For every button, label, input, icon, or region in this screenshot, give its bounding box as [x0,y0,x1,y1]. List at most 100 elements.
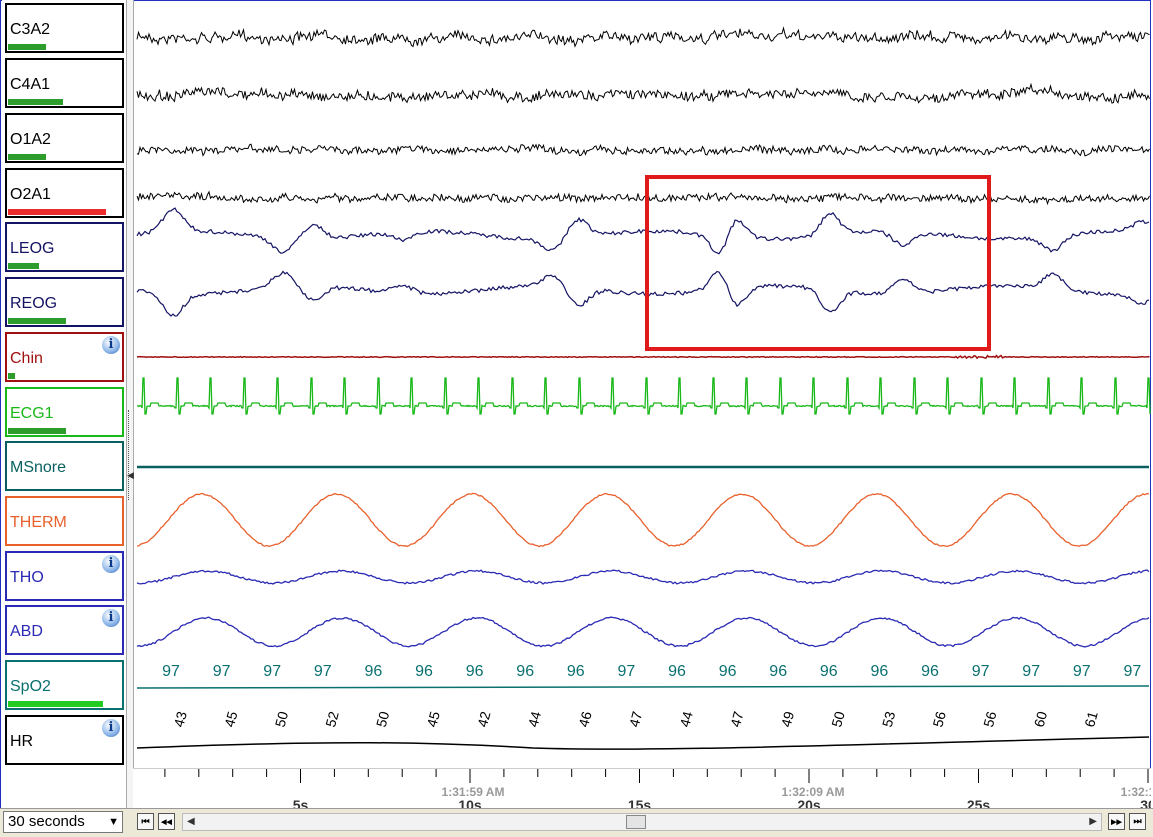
channel-label-therm[interactable]: THERM [5,496,124,546]
hr-value: 49 [778,709,798,728]
spo2-value: 96 [365,663,383,680]
bottom-toolbar: 30 seconds ▼ ⏮ ◀◀ ◀ ▶ ▶▶ ⏭ [0,808,1153,837]
channel-name: THO [10,569,44,586]
channel-label-o1a2[interactable]: O1A2 [5,113,124,163]
fast-forward-icon: ▶▶ [1111,819,1122,826]
waveform-canvas: 97 97 97 97 96 96 96 96 96 97 96 96 96 96 96 96 97 97 97 97… [136,26,1151,750]
info-icon[interactable]: i [102,555,120,573]
spo2-value: 97 [263,663,281,680]
signal-level-bar [8,428,66,434]
rewind-icon: ◀◀ [161,819,172,826]
time-label-clock: 1:32:09 AM [782,785,845,799]
spo2-value: 97 [162,663,180,680]
spo2-value: 97 [1022,663,1040,680]
splitter-grip[interactable] [128,410,132,500]
signal-level-bar [8,99,63,105]
skip-last-icon: ⏭ [1133,816,1142,826]
channel-name: C4A1 [10,76,51,93]
trace-therm [136,492,1150,548]
time-axis: 5s10s15s20s25s301:31:59 AM1:32:09 AM1:32… [133,768,1151,813]
time-label-clock: 1:31:59 AM [442,785,505,799]
first-page-button[interactable]: ⏮ [137,813,154,830]
hr-value: 44 [525,709,545,728]
hr-value: 53 [879,709,899,728]
channel-label-hr[interactable]: HR i [5,715,124,765]
epoch-length-value: 30 seconds [8,813,85,830]
hr-value: 50 [828,709,848,728]
scrollbar-thumb[interactable] [626,815,646,829]
chevron-down-icon: ▼ [108,816,119,828]
trace-spo2 [136,685,1150,689]
hr-value: 45 [221,709,241,728]
trace-chin [136,354,1150,360]
channel-label-leog[interactable]: LEOG [5,222,124,272]
spo2-value: 97 [1124,663,1142,680]
channel-label-msnore[interactable]: MSnore [5,441,124,491]
waveform-area: 97 97 97 97 96 96 96 96 96 97 96 96 96 96 96 96 97 97 97 97… [133,0,1151,768]
splitter-arrow-icon[interactable]: ◀ [127,470,134,480]
spo2-value: 96 [871,663,889,680]
channel-label-panel: C3A2 C4A1 O1A2 O2A1 LEOG REOG Chin i ECG1 MSnore T… [2,0,126,836]
previous-page-button[interactable]: ◀◀ [158,813,175,830]
hr-value: 47 [626,709,646,728]
time-label-clock: 1:32:1 [1121,785,1151,799]
channel-name: Chin [10,350,43,367]
channel-name: REOG [10,295,58,312]
channel-label-tho[interactable]: THO i [5,551,124,601]
next-page-button[interactable]: ▶▶ [1108,813,1125,830]
spo2-value: 96 [516,663,534,680]
signal-level-bar [8,154,46,160]
hr-value: 52 [322,709,342,728]
spo2-value: 97 [213,663,231,680]
trace-c3a2 [136,26,1150,48]
signal-level-bar [8,209,106,215]
channel-label-ecg1[interactable]: ECG1 [5,387,124,437]
info-icon[interactable]: i [102,719,120,737]
signal-level-bar [8,701,103,707]
panel-splitter[interactable]: ◀ [126,0,134,810]
channel-label-abd[interactable]: ABD i [5,605,124,655]
hr-value: 42 [474,709,494,728]
spo2-value: 96 [567,663,585,680]
skip-first-icon: ⏮ [141,816,150,826]
signal-level-bar [8,44,46,50]
hr-value: 47 [727,709,747,728]
channel-label-c3a2[interactable]: C3A2 [5,3,124,53]
channel-name: O2A1 [10,186,51,203]
channel-name: ECG1 [10,405,54,422]
scroll-right-icon[interactable]: ▶ [1089,816,1097,827]
info-icon[interactable]: i [102,609,120,627]
spo2-value: 96 [769,663,787,680]
epoch-length-select[interactable]: 30 seconds ▼ [3,811,123,833]
info-icon[interactable]: i [102,336,120,354]
channel-label-c4a1[interactable]: C4A1 [5,58,124,108]
channel-label-spo2[interactable]: SpO2 [5,660,124,710]
spo2-value: 96 [921,663,939,680]
channel-label-reog[interactable]: REOG [5,277,124,327]
trace-abd [136,616,1150,648]
last-page-button[interactable]: ⏭ [1129,813,1146,830]
trace-c4a1 [136,82,1150,104]
trace-leog [136,207,1150,255]
event-highlight-box[interactable] [645,175,991,351]
channel-name: HR [10,733,34,750]
channel-label-o2a1[interactable]: O2A1 [5,168,124,218]
hr-value: 46 [575,709,595,728]
scroll-left-icon[interactable]: ◀ [187,816,195,827]
hr-value: 56 [929,709,949,728]
spo2-value: 97 [314,663,332,680]
hr-value: 56 [980,709,1000,728]
channel-name: MSnore [10,459,67,476]
channel-name: LEOG [10,240,55,257]
spo2-value: 96 [466,663,484,680]
trace-o2a1 [136,190,1150,206]
time-scrollbar[interactable]: ◀ ▶ [182,813,1102,831]
signal-level-bar [8,318,66,324]
trace-ecg1 [136,377,1151,415]
channel-label-chin[interactable]: Chin i [5,332,124,382]
spo2-value: 97 [618,663,636,680]
hr-value: 50 [272,709,292,728]
channel-name: THERM [10,514,67,531]
trace-reog [136,270,1150,317]
spo2-value: 96 [415,663,433,680]
